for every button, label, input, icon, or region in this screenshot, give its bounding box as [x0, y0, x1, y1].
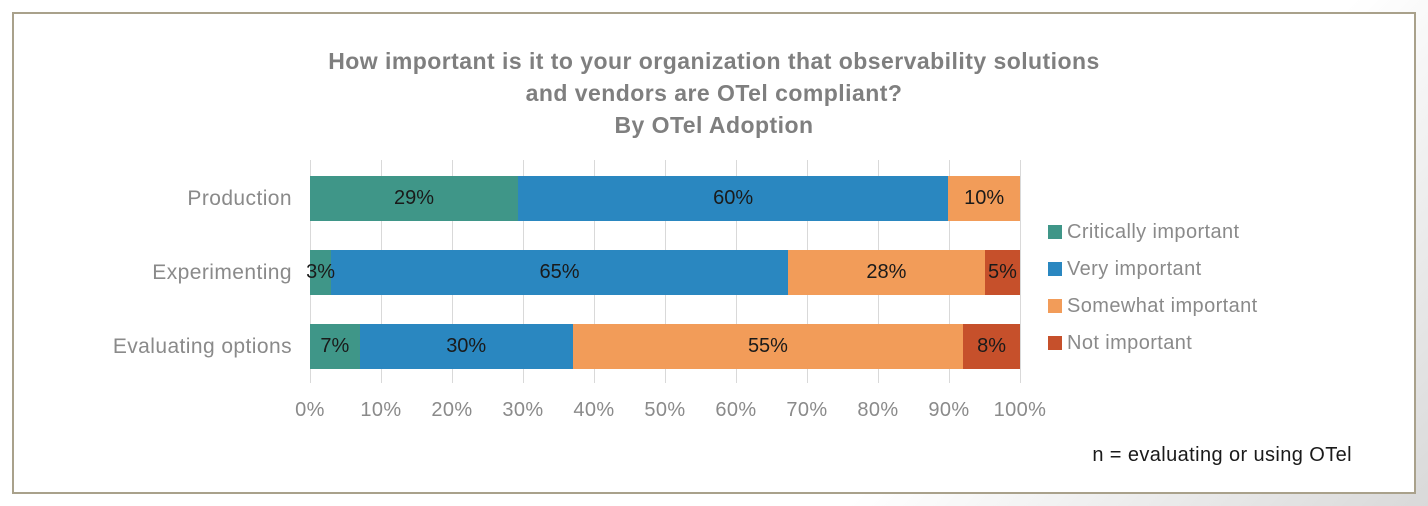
- legend-label: Somewhat important: [1067, 294, 1258, 317]
- x-tick-label: 60%: [715, 399, 757, 421]
- bar-segment-value: 60%: [713, 187, 754, 209]
- bar-segment: 65%: [331, 250, 789, 295]
- chart-card: How important is it to your organization…: [12, 12, 1416, 494]
- bar-segment: 8%: [963, 324, 1020, 369]
- x-tick-label: 100%: [993, 399, 1047, 421]
- bar-segment: 3%: [306, 250, 335, 295]
- chart-title-line-1: How important is it to your organization…: [328, 48, 1100, 74]
- footnote: n = evaluating or using OTel: [1092, 444, 1352, 466]
- legend-item: Critically important: [1048, 220, 1258, 244]
- chart-title-line-2: and vendors are OTel compliant?: [525, 80, 903, 106]
- legend-swatch-icon: [1048, 225, 1062, 239]
- bar-segment-value: 28%: [866, 261, 907, 283]
- bar-segment-value: 5%: [987, 261, 1017, 283]
- bar-row: Production 29% 60% 10%: [187, 176, 1020, 221]
- bar-segment-value: 65%: [539, 261, 580, 283]
- chart-title: How important is it to your organization…: [14, 45, 1414, 141]
- stacked-bar: 3% 65% 28% 5%: [306, 250, 1021, 295]
- gridline: [1020, 160, 1021, 383]
- legend-item: Somewhat important: [1048, 294, 1258, 318]
- bar-segment-value: 29%: [393, 187, 434, 209]
- x-tick-label: 30%: [502, 399, 544, 421]
- bar-row: Experimenting 3% 65% 28% 5%: [152, 250, 1021, 295]
- bar-segment: 55%: [572, 324, 964, 369]
- legend-label: Very important: [1067, 257, 1202, 280]
- legend-label: Critically important: [1067, 220, 1240, 243]
- bar-segment-value: 8%: [977, 335, 1007, 357]
- bar-segment: 5%: [984, 250, 1021, 295]
- legend: Critically important Very important Somewh…: [1048, 220, 1258, 355]
- legend-swatch-icon: [1048, 336, 1062, 350]
- bar-segment: 29%: [310, 176, 518, 221]
- bar-segment-value: 55%: [747, 335, 788, 357]
- x-tick-label: 70%: [786, 399, 828, 421]
- chart-title-line-3: By OTel Adoption: [614, 112, 814, 138]
- x-tick-label: 80%: [857, 399, 899, 421]
- bar-row: Evaluating options 7% 30% 55% 8%: [113, 324, 1020, 369]
- bar-segment-value: 3%: [306, 261, 335, 283]
- legend-swatch-icon: [1048, 262, 1062, 276]
- legend-item: Not important: [1048, 331, 1258, 355]
- legend-swatch-icon: [1048, 299, 1062, 313]
- x-tick-label: 50%: [644, 399, 686, 421]
- x-tick-label: 90%: [928, 399, 970, 421]
- category-label: Experimenting: [152, 261, 292, 284]
- bar-segment-value: 30%: [446, 335, 487, 357]
- plot-area: 0% 10% 20% 30% 40% 50% 60% 70% 80% 90% 100% Produc…: [113, 160, 1046, 421]
- x-tick-label: 40%: [573, 399, 615, 421]
- bar-segment-value: 7%: [320, 335, 350, 357]
- legend-item: Very important: [1048, 257, 1258, 281]
- stacked-bar: 7% 30% 55% 8%: [310, 324, 1020, 369]
- stacked-bar: 29% 60% 10%: [310, 176, 1020, 221]
- x-tick-label: 20%: [431, 399, 473, 421]
- legend-label: Not important: [1067, 331, 1193, 354]
- x-tick-label: 0%: [295, 399, 325, 421]
- bar-segment-value: 10%: [964, 187, 1005, 209]
- bar-segment: 60%: [517, 176, 949, 221]
- bar-segment: 10%: [948, 176, 1020, 221]
- category-label: Production: [187, 187, 292, 210]
- x-axis: 0% 10% 20% 30% 40% 50% 60% 70% 80% 90% 100%: [295, 399, 1046, 425]
- bar-segment: 30%: [359, 324, 573, 369]
- category-label: Evaluating options: [112, 335, 292, 358]
- bar-segment: 28%: [788, 250, 985, 295]
- bar-segment: 7%: [310, 324, 360, 369]
- x-tick-label: 10%: [360, 399, 402, 421]
